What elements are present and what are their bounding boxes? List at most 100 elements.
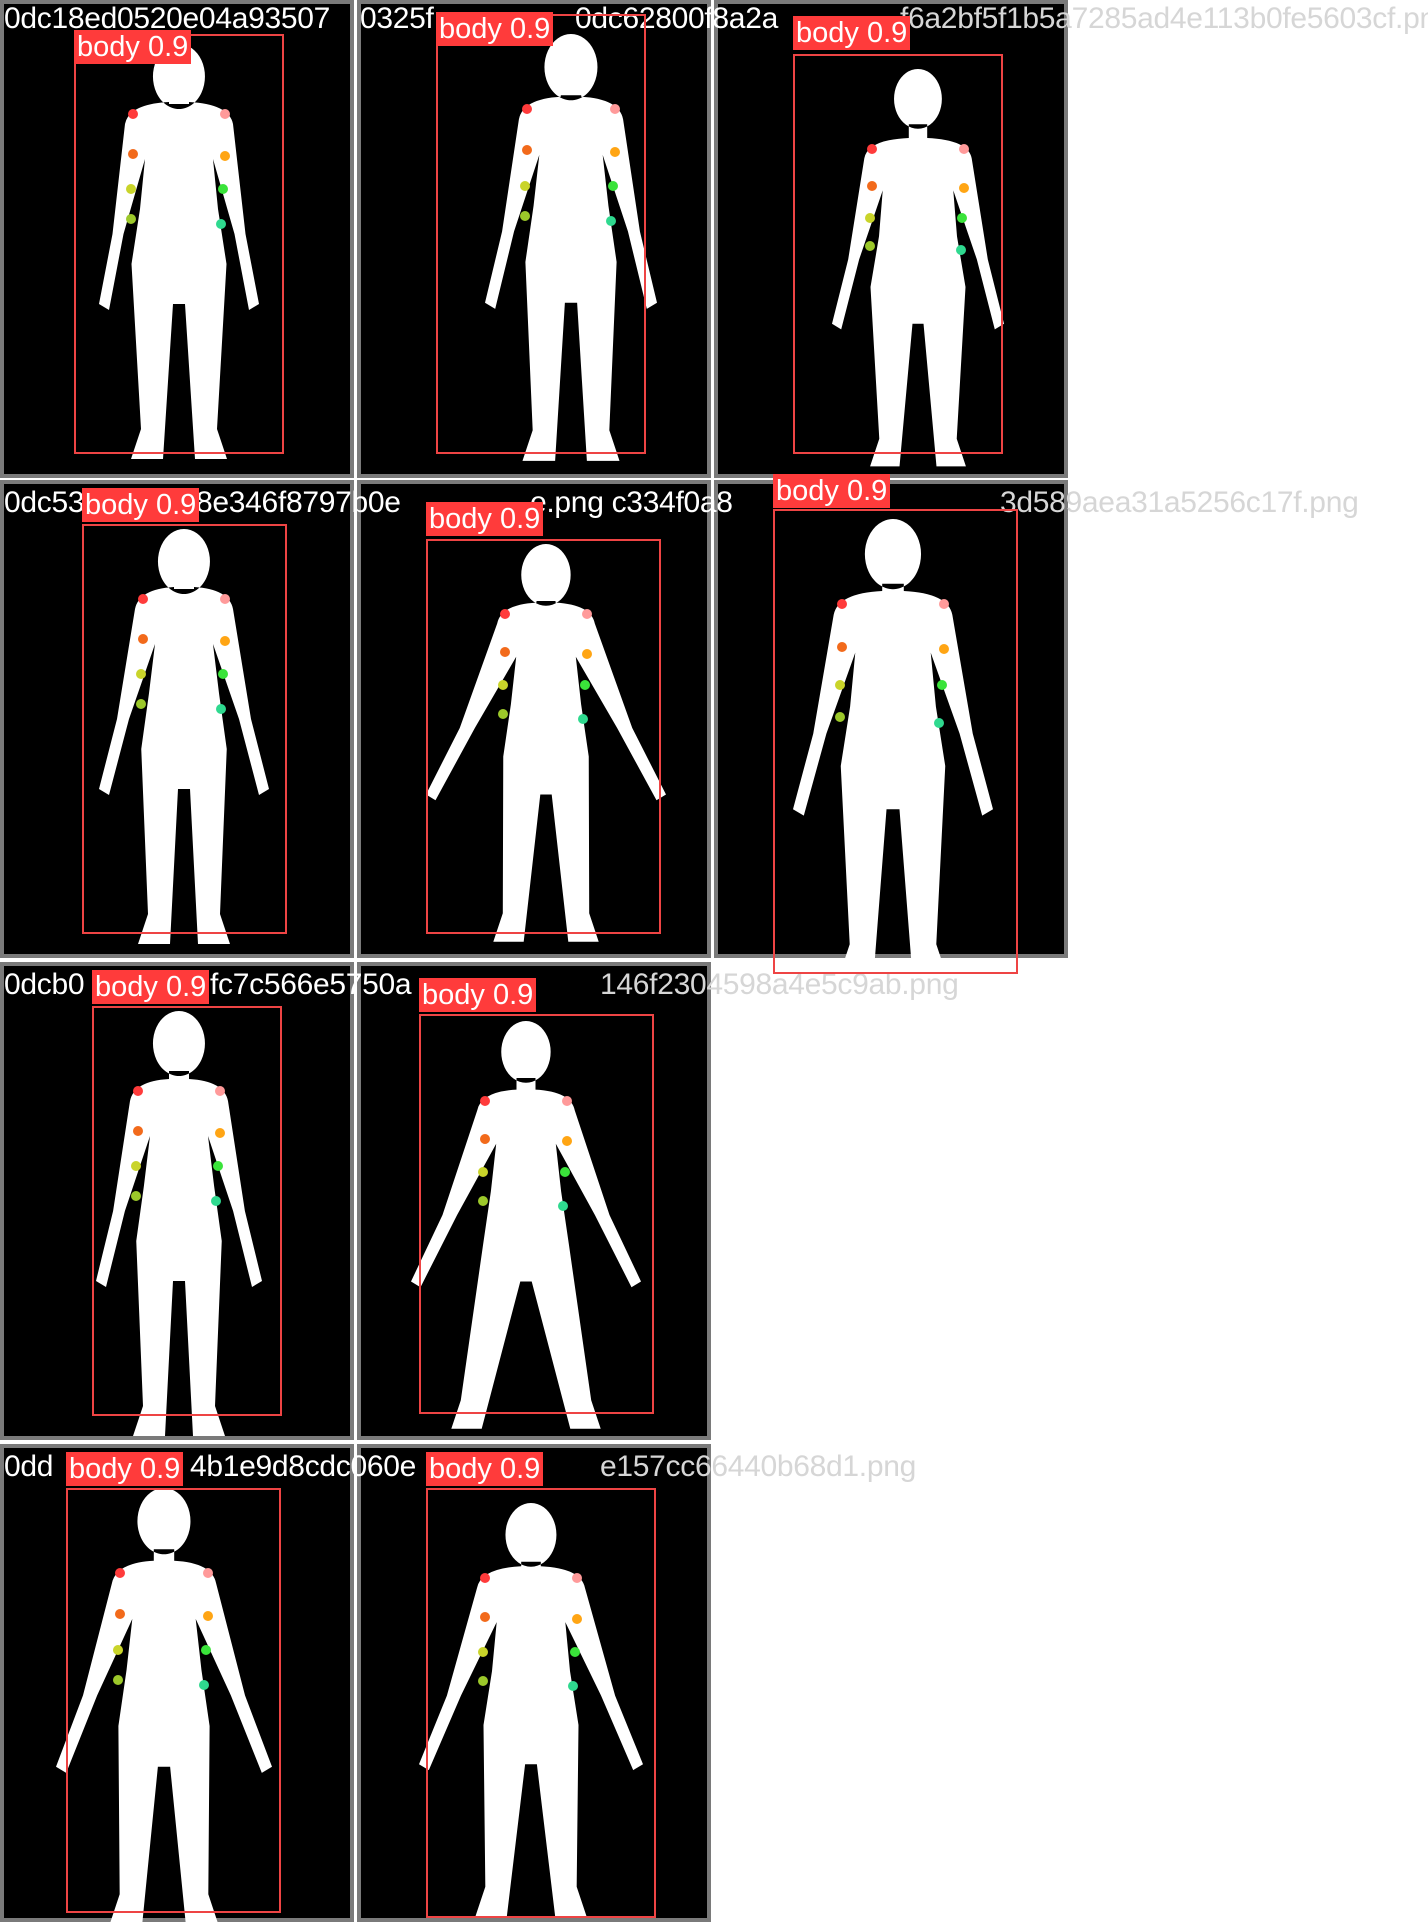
detection-label: body 0.9 xyxy=(426,502,544,536)
keypoint-hip-l xyxy=(568,1680,579,1691)
tile-filename: f6a2bf5f1b5a7285ad4e113b0fe5603cf.png xyxy=(900,2,1428,35)
tile-filename: 0dcb0 xyxy=(4,968,85,1001)
detection-label: body 0.9 xyxy=(66,1452,184,1486)
body-silhouette-image xyxy=(832,69,1004,467)
body-silhouette xyxy=(793,519,993,962)
keypoint-wrist-r xyxy=(477,1646,488,1657)
keypoint-shoulder-l xyxy=(938,599,949,609)
keypoint-shoulder-r xyxy=(479,1096,490,1106)
tile-filename: 0dc62800f8a2a xyxy=(575,2,778,35)
body-silhouette xyxy=(426,544,666,942)
keypoint-wrist-r xyxy=(864,213,875,223)
tile-filename: e157cc66440b68d1.png xyxy=(600,1450,916,1483)
keypoint-wrist-l xyxy=(213,1161,223,1171)
keypoint-elbow-r xyxy=(133,1126,143,1136)
body-silhouette xyxy=(96,1011,262,1436)
detection-box xyxy=(793,54,1003,454)
keypoint-shoulder-r xyxy=(522,104,533,114)
keypoint-shoulder-r xyxy=(133,1086,143,1096)
keypoint-elbow-r xyxy=(866,180,877,191)
keypoint-elbow-l xyxy=(202,1610,213,1621)
keypoint-elbow-l xyxy=(582,648,593,659)
keypoint-elbow-r xyxy=(522,144,533,155)
keypoint-wrist-r xyxy=(131,1161,141,1171)
keypoint-shoulder-l xyxy=(609,104,620,114)
detection-box xyxy=(74,34,284,454)
detection-label: body 0.9 xyxy=(426,1452,544,1486)
keypoint-hip-l xyxy=(198,1680,209,1691)
detection-box xyxy=(436,14,646,454)
keypoint-hip-r xyxy=(477,1195,488,1206)
keypoint-shoulder-r xyxy=(499,609,510,619)
body-silhouette-image xyxy=(485,34,657,461)
body-silhouette xyxy=(99,529,269,944)
body-silhouette xyxy=(411,1021,641,1429)
keypoint-wrist-r xyxy=(497,680,508,691)
detection-box xyxy=(66,1488,281,1913)
keypoint-hip-l xyxy=(558,1200,569,1211)
tile-filename: 4b1e9d8cdc060e xyxy=(190,1450,417,1483)
keypoint-wrist-l xyxy=(607,180,618,191)
body-silhouette-image xyxy=(96,1011,262,1436)
keypoint-shoulder-l xyxy=(562,1096,573,1106)
keypoint-elbow-r xyxy=(837,642,848,653)
keypoint-shoulder-l xyxy=(202,1568,213,1578)
body-silhouette-image xyxy=(426,544,666,942)
keypoint-wrist-r xyxy=(477,1167,488,1178)
keypoint-shoulder-r xyxy=(138,594,148,604)
keypoint-elbow-l xyxy=(938,644,949,655)
keypoint-shoulder-l xyxy=(582,609,593,619)
keypoint-elbow-l xyxy=(959,182,970,193)
body-silhouette-image xyxy=(99,529,269,944)
detection-label: body 0.9 xyxy=(92,970,210,1004)
body-silhouette xyxy=(419,1503,643,1917)
body-silhouette xyxy=(485,34,657,461)
keypoint-shoulder-r xyxy=(866,144,877,154)
keypoint-wrist-l xyxy=(560,1167,571,1178)
keypoint-hip-r xyxy=(126,214,136,224)
mosaic-tile: body 0.9 xyxy=(357,480,711,958)
detection-box xyxy=(82,524,287,934)
body-silhouette-image xyxy=(56,1488,272,1925)
keypoint-wrist-l xyxy=(200,1644,211,1655)
body-silhouette xyxy=(56,1488,272,1925)
keypoint-hip-r xyxy=(477,1675,488,1686)
keypoint-wrist-l xyxy=(570,1646,581,1657)
keypoint-wrist-l xyxy=(218,669,228,679)
detection-label: body 0.9 xyxy=(436,12,554,46)
keypoint-hip-r xyxy=(864,240,875,251)
keypoint-hip-r xyxy=(497,708,508,719)
keypoint-hip-r xyxy=(131,1191,141,1201)
tile-filename: 0325f xyxy=(360,2,434,35)
keypoint-shoulder-l xyxy=(220,594,230,604)
keypoint-shoulder-l xyxy=(215,1086,225,1096)
keypoint-elbow-r xyxy=(499,647,510,657)
keypoint-elbow-l xyxy=(215,1128,225,1138)
mosaic-tile: body 0.9 xyxy=(714,474,1068,974)
keypoint-elbow-r xyxy=(479,1134,490,1144)
keypoint-wrist-l xyxy=(580,680,591,691)
tile-filename: fc7c566e5750a xyxy=(210,968,412,1001)
keypoint-hip-l xyxy=(211,1196,221,1206)
keypoint-wrist-l xyxy=(936,680,947,690)
detection-label: body 0.9 xyxy=(419,978,537,1012)
detection-box xyxy=(92,1006,282,1416)
keypoint-shoulder-r xyxy=(837,599,848,609)
body-silhouette-image xyxy=(99,44,259,459)
detection-box xyxy=(773,509,1018,974)
keypoint-shoulder-r xyxy=(128,109,138,119)
keypoint-wrist-r xyxy=(835,680,846,690)
mosaic-tile: body 0.9 xyxy=(0,480,354,958)
keypoint-hip-r xyxy=(136,699,146,709)
keypoint-wrist-l xyxy=(957,213,968,223)
keypoint-elbow-l xyxy=(220,636,230,646)
mosaic-tile: body 0.9 xyxy=(357,962,711,1440)
body-silhouette xyxy=(99,44,259,459)
keypoint-wrist-r xyxy=(136,669,146,679)
keypoint-shoulder-l xyxy=(572,1573,583,1583)
detection-box xyxy=(426,539,661,934)
keypoint-wrist-l xyxy=(218,184,228,194)
keypoint-hip-r xyxy=(520,211,531,222)
keypoint-elbow-r xyxy=(115,1608,126,1619)
